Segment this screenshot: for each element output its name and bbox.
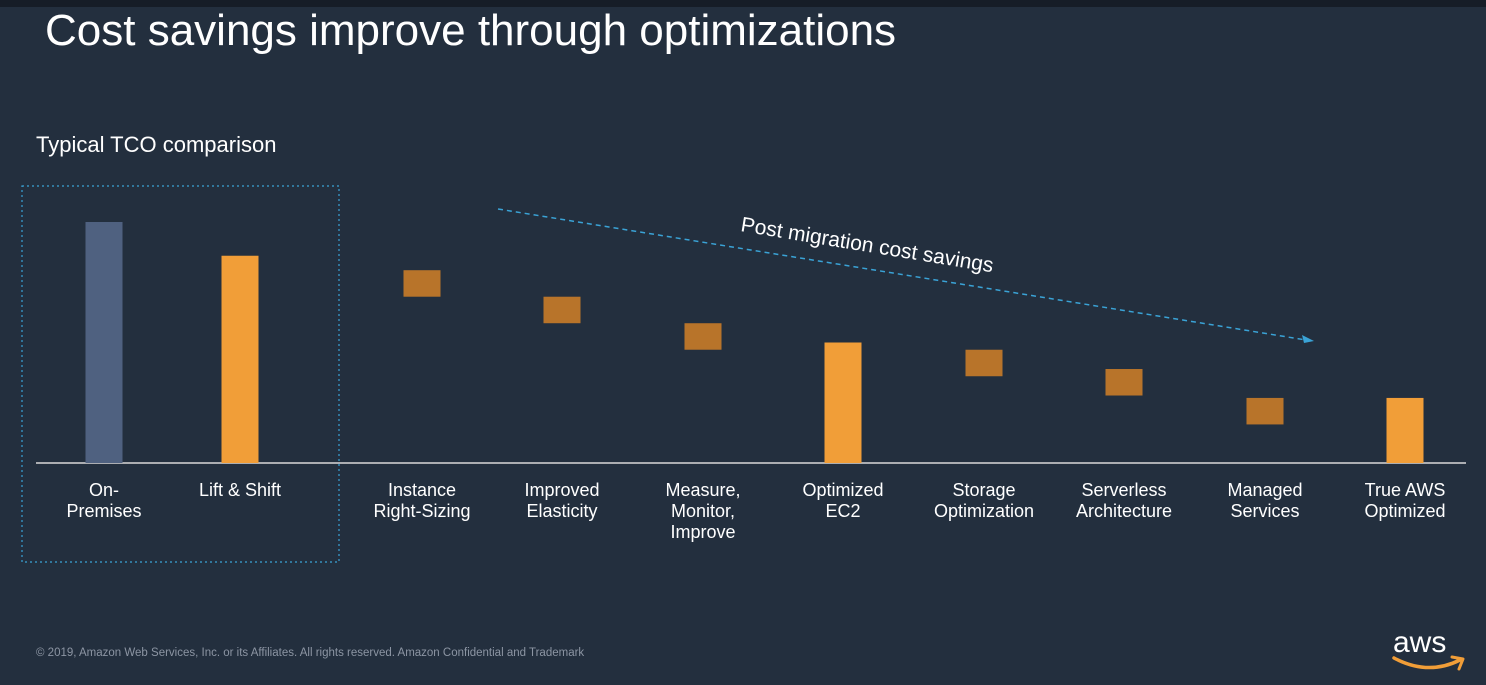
bar-step-4	[543, 296, 581, 324]
category-label: Storage Optimization	[934, 480, 1034, 521]
category-label: Managed Services	[1227, 480, 1302, 521]
category-label: Measure, Monitor, Improve	[665, 480, 740, 542]
copyright-footer: © 2019, Amazon Web Services, Inc. or its…	[36, 647, 585, 659]
category-label: On-Premises	[66, 480, 141, 521]
category-label: Optimized EC2	[802, 480, 883, 521]
bar-on-premises	[85, 222, 123, 463]
tco-waterfall-chart: On-Premises Lift & Shift Instance Right-Siz…	[21, 185, 1466, 563]
bar-step-9	[1246, 397, 1284, 425]
bar-total-6	[824, 342, 862, 463]
bar-total-10	[1386, 397, 1424, 463]
category-label: True AWS Optimized	[1364, 480, 1445, 521]
category-label: Lift & Shift	[199, 480, 281, 500]
bar-step-3	[403, 270, 441, 297]
category-label: Improved Elasticity	[524, 480, 599, 521]
bar-step-8	[1105, 369, 1143, 396]
bar-total-2	[221, 255, 259, 463]
chart-subtitle: Typical TCO comparison	[36, 132, 277, 157]
bar-step-7	[965, 349, 1003, 377]
trend-arrow-line	[497, 208, 1307, 341]
slide-title: Cost savings improve through optimizatio…	[45, 6, 897, 55]
category-label: Serverless Architecture	[1076, 480, 1172, 521]
highlight-box	[21, 185, 340, 563]
bar-step-5	[684, 323, 722, 350]
category-label: Instance Right-Sizing	[373, 480, 470, 521]
aws-logo-text: aws	[1393, 626, 1447, 659]
smile-arrow-icon	[1392, 655, 1465, 671]
top-bar	[0, 0, 1486, 7]
trend-arrow-head	[1302, 335, 1314, 343]
aws-logo: aws	[1390, 626, 1470, 676]
trend-annotation: Post migration cost savings	[739, 213, 995, 277]
